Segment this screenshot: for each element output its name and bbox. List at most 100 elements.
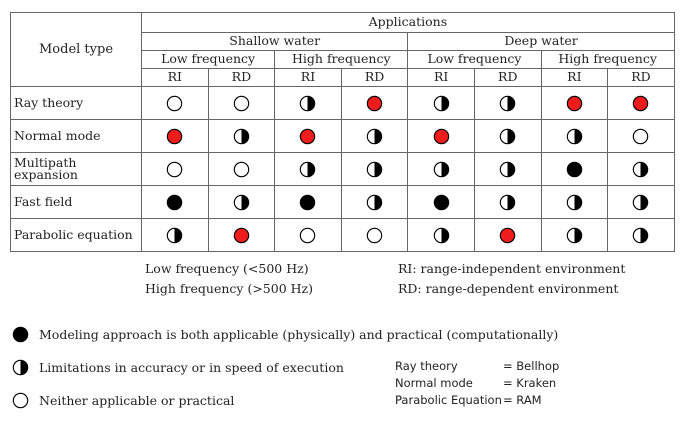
rating-cell bbox=[207, 152, 276, 186]
env-column-header: RD bbox=[340, 68, 409, 87]
mapping-model: Parabolic Equation bbox=[395, 393, 502, 407]
filled-circle-icon bbox=[166, 194, 183, 211]
rating-cell bbox=[607, 119, 675, 153]
rating-cell bbox=[473, 218, 542, 252]
model-mapping: Ray theory = Bellhop Normal mode = Kraken Pa… bbox=[395, 358, 559, 409]
env-column-header: RI bbox=[407, 68, 475, 87]
filled-circle-icon bbox=[433, 194, 450, 211]
filled-circle-icon bbox=[566, 161, 583, 178]
half-filled-circle-icon bbox=[433, 227, 450, 244]
rating-cell bbox=[141, 152, 209, 186]
rating-cell bbox=[340, 185, 409, 219]
red-circle-icon bbox=[632, 95, 649, 112]
rating-cell bbox=[473, 152, 542, 186]
rating-cell bbox=[540, 218, 609, 252]
empty-circle-icon bbox=[632, 128, 649, 145]
rating-cell bbox=[607, 185, 675, 219]
low-frequency-definition: Low frequency (<500 Hz) bbox=[145, 261, 309, 276]
rating-cell bbox=[340, 218, 409, 252]
rating-cell bbox=[607, 218, 675, 252]
half-filled-circle-icon bbox=[299, 95, 316, 112]
rating-cell bbox=[141, 218, 209, 252]
half-filled-circle-icon bbox=[366, 194, 383, 211]
empty-circle-icon bbox=[233, 161, 250, 178]
half-filled-circle-icon bbox=[499, 161, 516, 178]
half-filled-circle-icon bbox=[499, 128, 516, 145]
model-name: Ray theory bbox=[10, 86, 142, 120]
half-filled-circle-icon bbox=[433, 95, 450, 112]
half-filled-circle-icon bbox=[366, 128, 383, 145]
legend-text: Limitations in accuracy or in speed of e… bbox=[39, 360, 344, 375]
rating-cell bbox=[207, 185, 276, 219]
half-filled-circle-icon bbox=[566, 194, 583, 211]
red-circle-icon bbox=[166, 128, 183, 145]
empty-circle-icon bbox=[299, 227, 316, 244]
mapping-item: Normal mode = Kraken bbox=[395, 375, 559, 392]
mapping-model: Normal mode bbox=[395, 376, 473, 390]
red-circle-icon bbox=[499, 227, 516, 244]
half-filled-circle-icon bbox=[566, 128, 583, 145]
frequency-group-header: High frequency bbox=[274, 50, 409, 69]
rd-definition: RD: range-dependent environment bbox=[398, 281, 619, 296]
table-row: Parabolic equation bbox=[10, 218, 675, 252]
legend-item: Neither applicable or practical bbox=[12, 384, 558, 417]
half-filled-circle-icon bbox=[12, 359, 29, 376]
water-group-header: Deep water bbox=[407, 32, 675, 51]
mapping-value: = RAM bbox=[503, 393, 542, 407]
red-circle-icon bbox=[233, 227, 250, 244]
env-column-header: RI bbox=[274, 68, 342, 87]
half-filled-circle-icon bbox=[632, 227, 649, 244]
ri-definition: RI: range-independent environment bbox=[398, 261, 626, 276]
table-row: Normal mode bbox=[10, 119, 675, 153]
half-filled-circle-icon bbox=[499, 95, 516, 112]
empty-circle-icon bbox=[12, 392, 29, 409]
rating-cell bbox=[407, 152, 475, 186]
rating-cell bbox=[207, 119, 276, 153]
rating-cell bbox=[607, 152, 675, 186]
half-filled-circle-icon bbox=[299, 161, 316, 178]
high-frequency-definition: High frequency (>500 Hz) bbox=[145, 281, 314, 296]
red-circle-icon bbox=[366, 95, 383, 112]
rating-cell bbox=[207, 86, 276, 120]
rating-cell bbox=[207, 218, 276, 252]
mapping-item: Parabolic Equation= RAM bbox=[395, 392, 559, 409]
rating-cell bbox=[340, 119, 409, 153]
rating-cell bbox=[473, 119, 542, 153]
half-filled-circle-icon bbox=[233, 194, 250, 211]
rating-cell bbox=[407, 218, 475, 252]
rating-cell bbox=[340, 152, 409, 186]
environment-definitions: RI: range-independent environment RD: ra… bbox=[398, 259, 625, 299]
half-filled-circle-icon bbox=[166, 227, 183, 244]
rating-cell bbox=[473, 185, 542, 219]
half-filled-circle-icon bbox=[632, 194, 649, 211]
legend-text: Modeling approach is both applicable (ph… bbox=[39, 327, 559, 342]
rating-cell bbox=[407, 185, 475, 219]
rating-cell bbox=[540, 185, 609, 219]
frequency-group-header: Low frequency bbox=[140, 50, 276, 69]
half-filled-circle-icon bbox=[632, 161, 649, 178]
half-filled-circle-icon bbox=[366, 161, 383, 178]
empty-circle-icon bbox=[233, 95, 250, 112]
legend-text: Neither applicable or practical bbox=[39, 393, 235, 408]
mapping-model: Ray theory bbox=[395, 359, 458, 373]
rating-cell bbox=[274, 119, 342, 153]
rating-cell bbox=[540, 152, 609, 186]
model-name: Normal mode bbox=[10, 119, 142, 153]
table-row: Fast field bbox=[10, 185, 675, 219]
filled-circle-icon bbox=[299, 194, 316, 211]
filled-circle-icon bbox=[12, 326, 29, 343]
rating-cell bbox=[407, 119, 475, 153]
empty-circle-icon bbox=[366, 227, 383, 244]
rating-cell bbox=[540, 86, 609, 120]
model-name: Fast field bbox=[10, 185, 142, 219]
red-circle-icon bbox=[566, 95, 583, 112]
rating-cell bbox=[141, 119, 209, 153]
rating-cell bbox=[274, 185, 342, 219]
mapping-value: = Bellhop bbox=[503, 359, 560, 373]
half-filled-circle-icon bbox=[566, 227, 583, 244]
table-row: Ray theory bbox=[10, 86, 675, 120]
rating-cell bbox=[473, 86, 542, 120]
env-column-header: RI bbox=[141, 68, 209, 87]
legend-item: Limitations in accuracy or in speed of e… bbox=[12, 351, 558, 384]
rating-cell bbox=[407, 86, 475, 120]
